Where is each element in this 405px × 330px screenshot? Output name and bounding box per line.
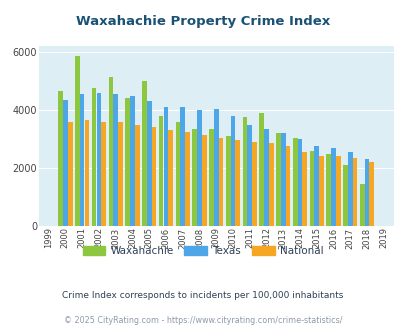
Bar xyxy=(185,132,189,226)
Bar xyxy=(63,100,68,226)
Bar xyxy=(352,158,356,226)
Bar xyxy=(196,110,201,226)
Bar xyxy=(147,101,151,226)
Bar xyxy=(297,139,302,226)
Bar xyxy=(92,88,96,226)
Bar xyxy=(225,136,230,226)
Bar xyxy=(134,124,139,226)
Bar xyxy=(130,95,134,226)
Bar xyxy=(201,135,206,226)
Bar xyxy=(175,122,180,226)
Bar xyxy=(369,162,373,226)
Bar xyxy=(247,124,252,226)
Text: Crime Index corresponds to incidents per 100,000 inhabitants: Crime Index corresponds to incidents per… xyxy=(62,291,343,300)
Bar xyxy=(235,141,239,226)
Bar xyxy=(213,109,218,226)
Bar xyxy=(125,98,130,226)
Bar xyxy=(108,77,113,226)
Bar xyxy=(96,93,101,226)
Text: © 2025 CityRating.com - https://www.cityrating.com/crime-statistics/: © 2025 CityRating.com - https://www.city… xyxy=(64,316,341,325)
Bar xyxy=(118,122,122,226)
Bar xyxy=(158,116,163,226)
Bar xyxy=(192,129,196,226)
Bar xyxy=(268,143,273,226)
Bar xyxy=(163,107,168,226)
Bar xyxy=(218,138,223,226)
Bar xyxy=(342,165,347,226)
Bar xyxy=(113,94,118,226)
Bar xyxy=(68,122,72,226)
Bar xyxy=(330,148,335,226)
Bar xyxy=(168,130,173,226)
Bar xyxy=(80,94,84,226)
Bar xyxy=(151,127,156,226)
Bar xyxy=(280,133,285,226)
Bar xyxy=(326,153,330,226)
Bar xyxy=(259,113,263,226)
Bar xyxy=(302,152,306,226)
Bar xyxy=(275,133,280,226)
Bar xyxy=(359,184,364,226)
Bar xyxy=(252,142,256,226)
Bar xyxy=(209,129,213,226)
Bar xyxy=(285,146,290,226)
Bar xyxy=(364,159,369,226)
Bar xyxy=(142,81,146,226)
Bar xyxy=(335,156,340,226)
Bar xyxy=(75,56,79,226)
Bar xyxy=(292,138,297,226)
Bar xyxy=(309,150,313,226)
Bar xyxy=(58,91,63,226)
Bar xyxy=(230,116,235,226)
Legend: Waxahachie, Texas, National: Waxahachie, Texas, National xyxy=(78,242,327,260)
Bar xyxy=(313,146,318,226)
Bar xyxy=(347,152,352,226)
Text: Waxahachie Property Crime Index: Waxahachie Property Crime Index xyxy=(76,15,329,28)
Bar xyxy=(84,120,89,226)
Bar xyxy=(242,117,247,226)
Bar xyxy=(180,107,185,226)
Bar xyxy=(101,122,106,226)
Bar xyxy=(264,129,268,226)
Bar xyxy=(318,156,323,226)
